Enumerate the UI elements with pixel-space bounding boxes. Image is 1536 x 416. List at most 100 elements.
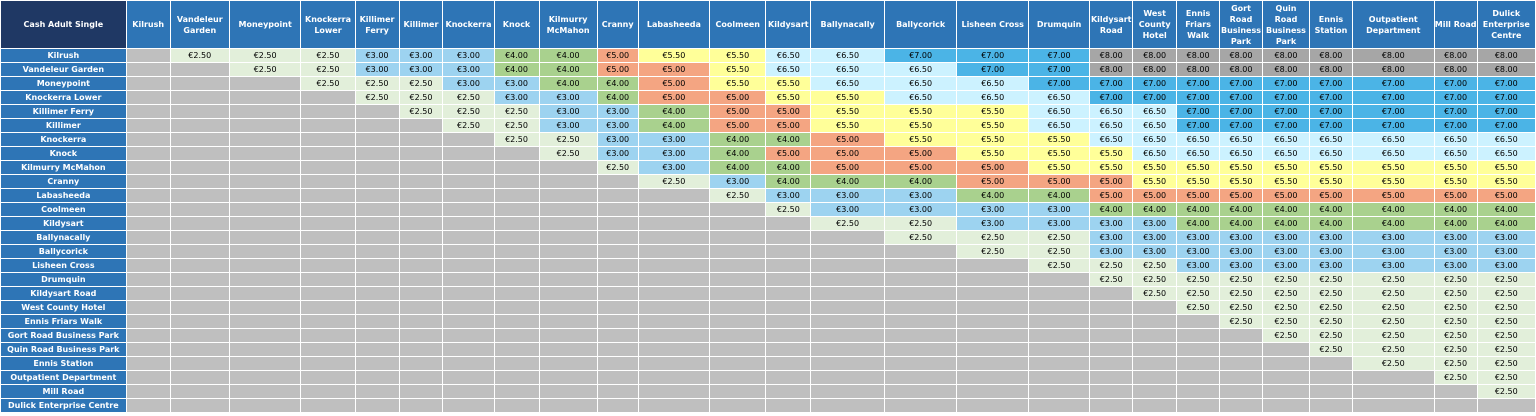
empty-cell — [1176, 370, 1221, 385]
fare-cell: €5.50 — [709, 62, 767, 77]
fare-cell: €3.00 — [810, 188, 885, 203]
fare-cell: €2.50 — [1308, 342, 1353, 357]
empty-cell — [637, 370, 711, 385]
row-header: Ballynacally — [0, 230, 127, 245]
fare-cell: €2.50 — [1219, 272, 1263, 287]
fare-cell: €5.00 — [1308, 188, 1353, 203]
fare-cell: €2.50 — [1433, 286, 1478, 301]
empty-cell — [125, 230, 171, 245]
empty-cell — [1132, 384, 1178, 399]
empty-cell — [493, 230, 540, 245]
empty-cell — [228, 230, 302, 245]
fare-cell: €7.00 — [1176, 104, 1221, 119]
fare-cell: €4.00 — [1308, 216, 1353, 231]
fare-cell: €5.00 — [1132, 188, 1178, 203]
row-header: Quin Road Business Park — [0, 342, 127, 357]
fare-cell: €6.50 — [1433, 146, 1478, 161]
fare-cell: €7.00 — [1308, 76, 1353, 91]
empty-cell — [169, 384, 230, 399]
fare-cell: €4.00 — [1308, 202, 1353, 217]
fare-cell: €8.00 — [1132, 48, 1178, 63]
empty-cell — [354, 286, 400, 301]
empty-cell — [125, 160, 171, 175]
fare-cell: €3.00 — [1027, 216, 1091, 231]
empty-cell — [538, 342, 598, 357]
empty-cell — [1219, 370, 1263, 385]
fare-cell: €2.50 — [398, 104, 444, 119]
fare-cell: €7.00 — [1308, 118, 1353, 133]
fare-cell: €3.00 — [1351, 230, 1435, 245]
empty-cell — [354, 202, 400, 217]
fare-cell: €6.50 — [810, 48, 885, 63]
empty-cell — [125, 258, 171, 273]
fare-cell: €5.00 — [765, 104, 812, 119]
fare-cell: €2.50 — [709, 188, 767, 203]
fare-cell: €5.00 — [810, 146, 885, 161]
empty-cell — [1219, 398, 1263, 413]
empty-cell — [956, 300, 1029, 315]
empty-cell — [442, 132, 495, 147]
row-header: Moneypoint — [0, 76, 127, 91]
column-header: West County Hotel — [1132, 0, 1178, 49]
fare-cell: €6.50 — [1132, 118, 1178, 133]
fare-cell: €5.50 — [1027, 146, 1091, 161]
empty-cell — [765, 370, 812, 385]
fare-cell: €7.00 — [1219, 104, 1263, 119]
empty-cell — [956, 370, 1029, 385]
fare-cell: €2.50 — [1351, 314, 1435, 329]
fare-cell: €3.00 — [1176, 244, 1221, 259]
fare-cell: €7.00 — [1261, 118, 1310, 133]
empty-cell — [596, 370, 639, 385]
fare-cell: €7.00 — [1476, 118, 1536, 133]
fare-cell: €6.50 — [1351, 146, 1435, 161]
empty-cell — [596, 314, 639, 329]
empty-cell — [538, 202, 598, 217]
fare-cell: €5.00 — [1433, 188, 1478, 203]
empty-cell — [398, 384, 444, 399]
empty-cell — [709, 202, 767, 217]
empty-cell — [169, 104, 230, 119]
empty-cell — [956, 286, 1029, 301]
empty-cell — [228, 146, 302, 161]
empty-cell — [354, 398, 400, 413]
fare-cell: €2.50 — [354, 90, 400, 105]
empty-cell — [596, 300, 639, 315]
fare-cell: €5.00 — [1027, 174, 1091, 189]
empty-cell — [300, 398, 356, 413]
fare-cell: €3.00 — [493, 90, 540, 105]
empty-cell — [596, 244, 639, 259]
fare-cell: €8.00 — [1261, 48, 1310, 63]
fare-cell: €2.50 — [1476, 300, 1536, 315]
fare-cell: €2.50 — [1219, 286, 1263, 301]
fare-cell: €8.00 — [1476, 62, 1536, 77]
empty-cell — [883, 272, 958, 287]
empty-cell — [442, 286, 495, 301]
empty-cell — [493, 300, 540, 315]
empty-cell — [538, 188, 598, 203]
empty-cell — [1308, 384, 1353, 399]
table-row: West County Hotel €2.50 €2.50 €2.50 €2.50 €2.… — [0, 300, 1536, 315]
empty-cell — [883, 398, 958, 413]
empty-cell — [125, 216, 171, 231]
empty-cell — [1089, 300, 1134, 315]
fare-cell: €2.50 — [1351, 328, 1435, 343]
empty-cell — [1132, 398, 1178, 413]
fare-cell: €8.00 — [1261, 62, 1310, 77]
row-header: Kilrush — [0, 48, 127, 63]
empty-cell — [493, 174, 540, 189]
empty-cell — [442, 160, 495, 175]
empty-cell — [354, 272, 400, 287]
empty-cell — [228, 370, 302, 385]
fare-cell: €2.50 — [1176, 286, 1221, 301]
fare-cell: €4.00 — [1219, 202, 1263, 217]
fare-cell: €8.00 — [1433, 48, 1478, 63]
fare-cell: €3.00 — [1219, 258, 1263, 273]
column-header: Coolmeen — [709, 0, 767, 49]
fare-cell: €2.50 — [1433, 272, 1478, 287]
column-header: Lisheen Cross — [956, 0, 1029, 49]
empty-cell — [637, 342, 711, 357]
fare-cell: €7.00 — [956, 62, 1029, 77]
empty-cell — [125, 370, 171, 385]
fare-cell: €7.00 — [1351, 104, 1435, 119]
column-header: Mill Road — [1433, 0, 1478, 49]
